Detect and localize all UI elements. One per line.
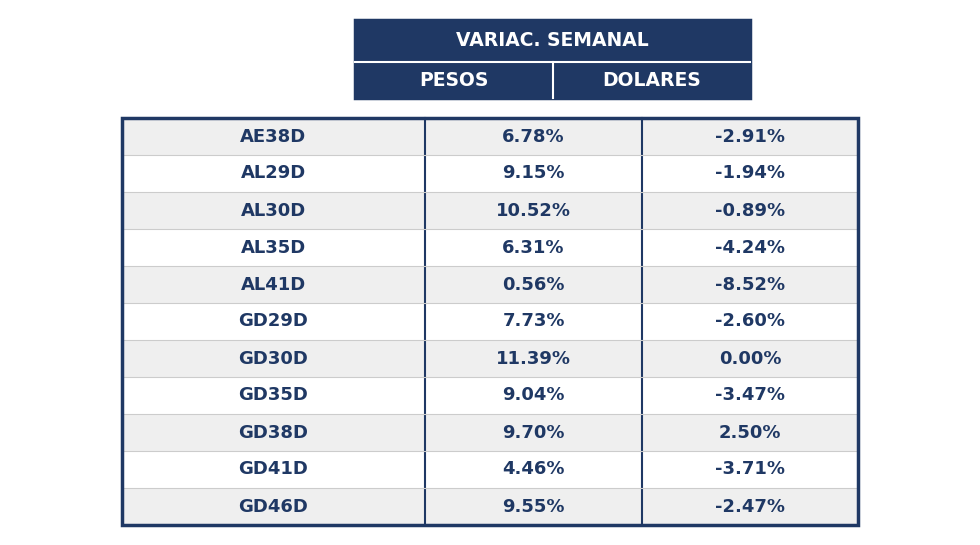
Text: GD35D: GD35D — [238, 386, 309, 404]
Text: -4.24%: -4.24% — [715, 239, 785, 257]
Text: -2.60%: -2.60% — [715, 312, 785, 330]
Text: AL29D: AL29D — [241, 165, 306, 183]
Text: 6.78%: 6.78% — [502, 128, 564, 146]
Text: -3.47%: -3.47% — [715, 386, 785, 404]
Text: 0.00%: 0.00% — [718, 349, 781, 367]
Text: AL35D: AL35D — [241, 239, 306, 257]
Text: PESOS: PESOS — [419, 70, 489, 89]
Text: AL30D: AL30D — [241, 202, 306, 220]
Text: 9.04%: 9.04% — [503, 386, 564, 404]
Text: 4.46%: 4.46% — [503, 461, 564, 479]
Text: -2.47%: -2.47% — [715, 498, 785, 516]
Text: VARIAC. SEMANAL: VARIAC. SEMANAL — [456, 32, 649, 51]
Text: 9.70%: 9.70% — [503, 423, 564, 441]
Text: 9.15%: 9.15% — [503, 165, 564, 183]
Text: DOLARES: DOLARES — [602, 70, 701, 89]
Text: 7.73%: 7.73% — [503, 312, 564, 330]
Text: 2.50%: 2.50% — [718, 423, 781, 441]
Text: GD29D: GD29D — [238, 312, 309, 330]
Text: -2.91%: -2.91% — [715, 128, 785, 146]
Text: 10.52%: 10.52% — [496, 202, 571, 220]
Text: GD30D: GD30D — [238, 349, 309, 367]
Text: AL41D: AL41D — [241, 276, 306, 294]
Text: GD38D: GD38D — [238, 423, 309, 441]
Text: GD41D: GD41D — [238, 461, 309, 479]
Text: GD46D: GD46D — [238, 498, 309, 516]
Text: 0.56%: 0.56% — [503, 276, 564, 294]
Text: AE38D: AE38D — [240, 128, 307, 146]
Text: 9.55%: 9.55% — [503, 498, 564, 516]
Text: -3.71%: -3.71% — [715, 461, 785, 479]
Text: -8.52%: -8.52% — [715, 276, 785, 294]
Text: -0.89%: -0.89% — [715, 202, 785, 220]
Text: -1.94%: -1.94% — [715, 165, 785, 183]
Text: 11.39%: 11.39% — [496, 349, 571, 367]
Text: 6.31%: 6.31% — [503, 239, 564, 257]
